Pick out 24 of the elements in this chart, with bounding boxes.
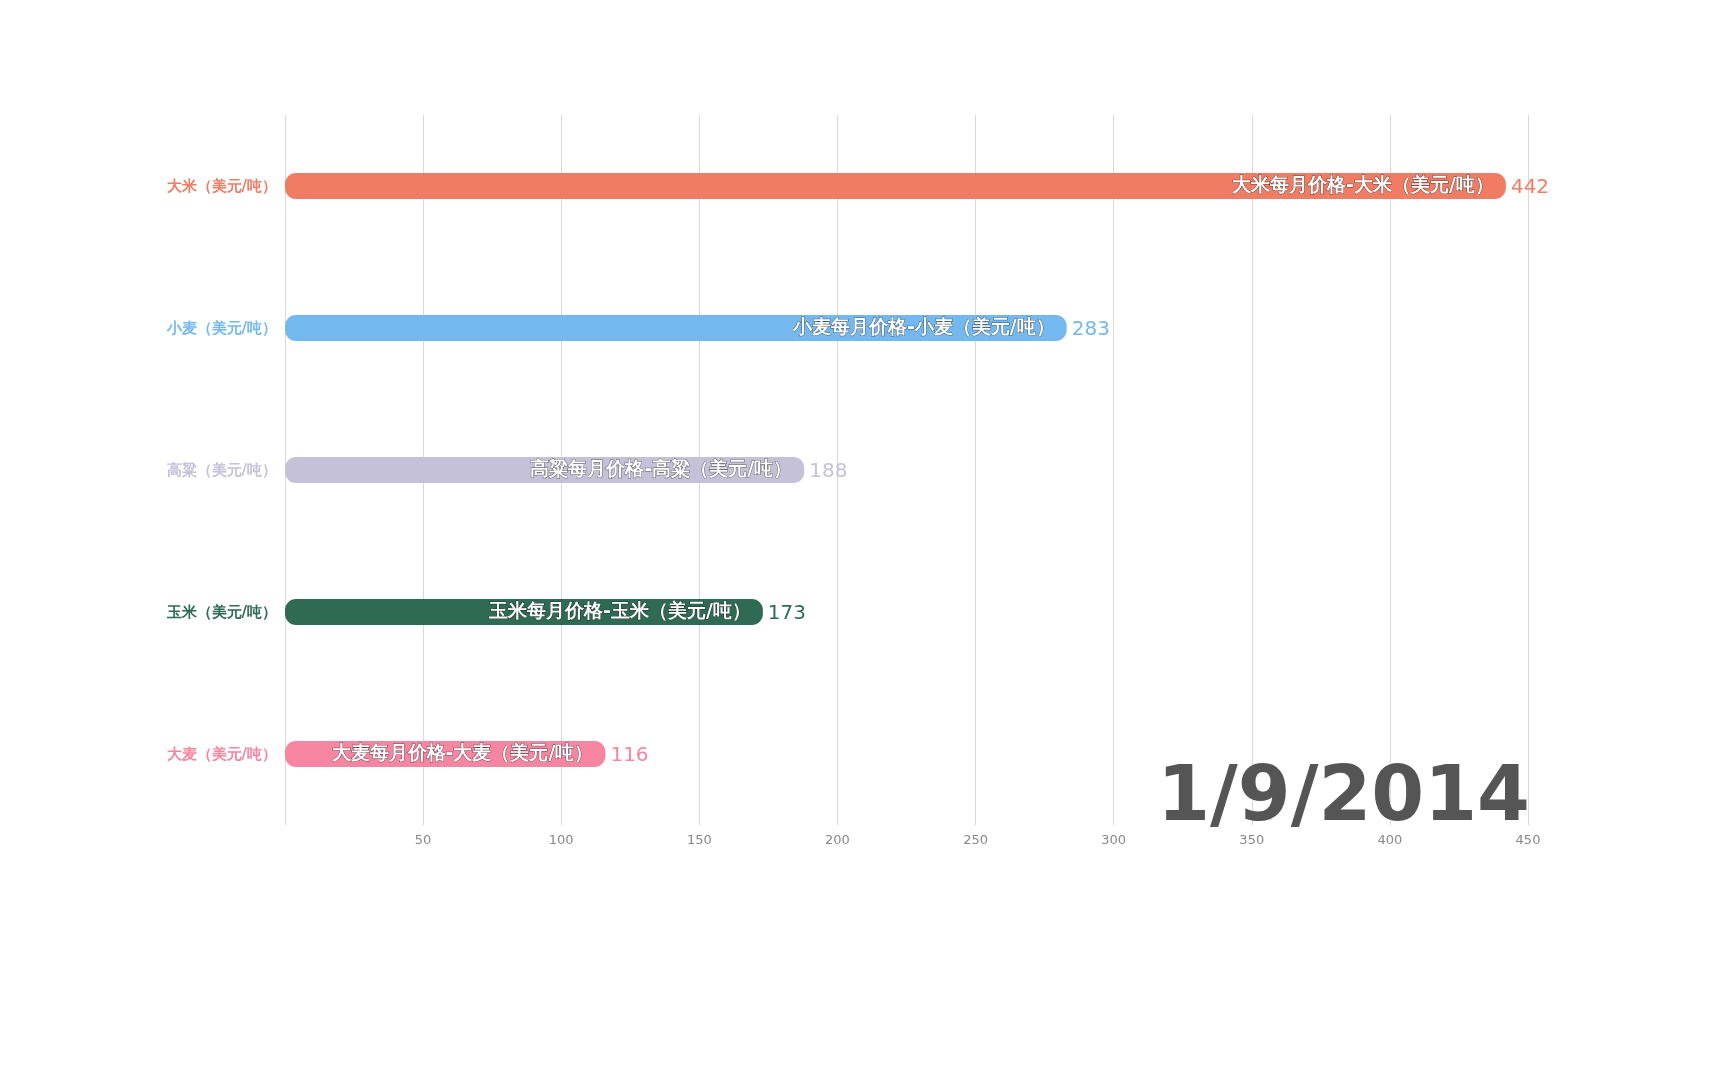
y-tick-label: 大麦（美元/吨） <box>166 745 277 763</box>
bar <box>285 173 1506 199</box>
x-tick-label: 400 <box>1377 832 1403 847</box>
data-label: 116 <box>610 742 649 766</box>
annotation: 大麦每月价格-大麦（美元/吨） <box>331 741 594 763</box>
annotation: 高粱每月价格-高粱（美元/吨） <box>530 457 793 479</box>
y-tick-label: 高粱（美元/吨） <box>166 461 277 479</box>
annotation: 大米每月价格-大米（美元/吨） <box>1232 173 1494 195</box>
data-label: 188 <box>809 458 848 482</box>
x-tick-label: 450 <box>1515 832 1541 847</box>
x-tick-label: 300 <box>1101 832 1127 847</box>
y-tick-label: 大米（美元/吨） <box>166 177 277 195</box>
annotation: 玉米每月价格-玉米（美元/吨） <box>488 599 751 621</box>
x-tick-label: 50 <box>414 832 432 847</box>
data-label: 283 <box>1071 316 1110 340</box>
x-tick-label: 150 <box>686 832 712 847</box>
annotation: 小麦每月价格-小麦（美元/吨） <box>791 315 1055 337</box>
y-tick-label: 小麦（美元/吨） <box>165 319 277 337</box>
x-tick-label: 250 <box>963 832 988 847</box>
data-label: 173 <box>767 600 807 624</box>
x-tick-label: 100 <box>548 832 574 847</box>
y-tick-label: 玉米（美元/吨） <box>165 603 277 621</box>
data-label: 442 <box>1510 174 1550 198</box>
x-tick-label: 200 <box>825 832 850 847</box>
